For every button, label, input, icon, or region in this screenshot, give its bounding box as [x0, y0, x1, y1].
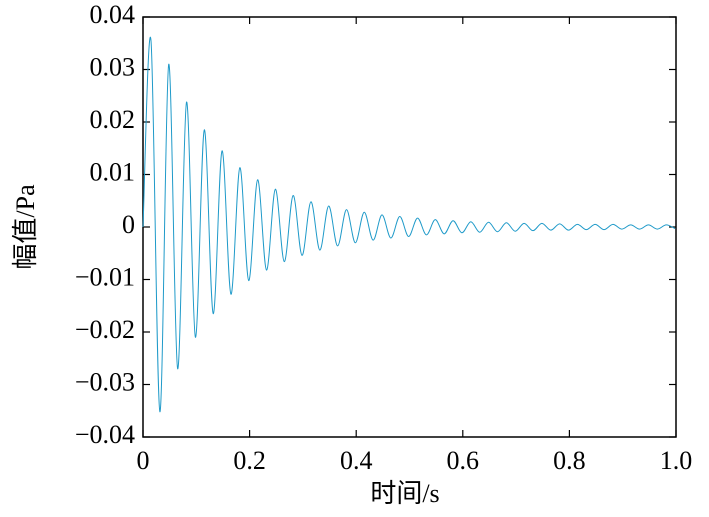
y-tick-label: −0.03 — [75, 367, 135, 396]
x-tick-label: 0.8 — [553, 446, 586, 475]
y-tick-label: 0.04 — [90, 0, 136, 29]
plot-frame — [142, 16, 677, 438]
y-tick-label: −0.01 — [75, 262, 135, 291]
signal-line — [142, 36, 676, 413]
x-tick-label: 0.6 — [447, 446, 480, 475]
x-tick-label: 0 — [137, 446, 150, 475]
y-tick-label: −0.02 — [75, 315, 135, 344]
x-tick-label: 0.2 — [233, 446, 266, 475]
y-tick-label: 0.01 — [90, 157, 136, 186]
x-tick-label: 0.4 — [340, 446, 373, 475]
y-tick-label: −0.04 — [75, 420, 135, 449]
y-tick-label: 0 — [122, 210, 135, 239]
y-axis-label: 幅值/Pa — [11, 184, 40, 270]
y-tick-label: 0.03 — [90, 52, 136, 81]
y-tick-label: 0.02 — [90, 105, 136, 134]
x-tick-label: 1.0 — [660, 446, 693, 475]
x-axis-label: 时间/s — [370, 479, 439, 508]
